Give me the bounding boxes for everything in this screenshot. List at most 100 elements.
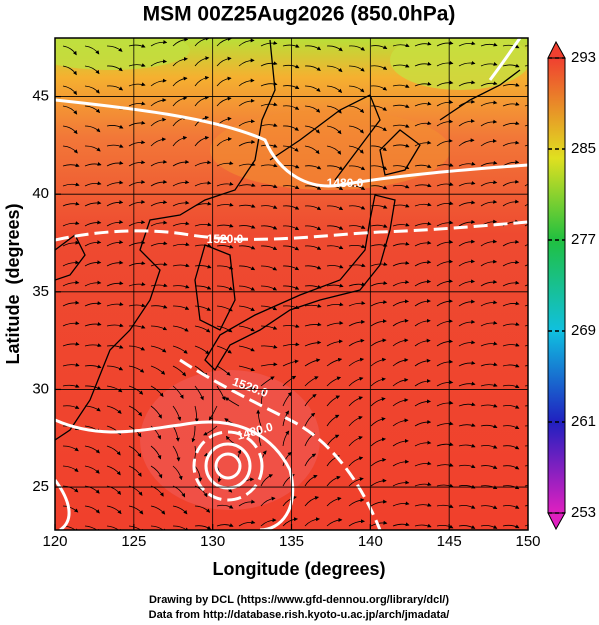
streamline <box>348 244 366 249</box>
streamline <box>106 385 123 393</box>
streamline <box>282 342 300 347</box>
streamline <box>304 85 321 92</box>
streamline <box>260 184 278 188</box>
streamline <box>348 519 365 527</box>
streamline <box>436 60 454 67</box>
streamline <box>370 45 388 50</box>
y-tick-label: 40 <box>32 185 49 202</box>
colorbar-tick-label: 293 <box>571 49 596 66</box>
streamline <box>194 56 210 67</box>
streamline <box>84 385 102 390</box>
streamline <box>458 319 476 327</box>
streamline <box>194 325 211 333</box>
coast-continent <box>55 39 276 441</box>
streamline <box>502 384 520 388</box>
streamline <box>392 378 409 387</box>
streamline <box>370 338 387 347</box>
streamline <box>502 465 520 470</box>
streamline <box>150 220 168 227</box>
streamline <box>524 405 528 407</box>
streamline <box>436 279 453 287</box>
streamline <box>150 485 164 497</box>
streamline <box>414 378 431 387</box>
streamline <box>326 339 343 347</box>
streamline <box>392 63 410 68</box>
streamline <box>370 457 387 467</box>
streamline <box>260 305 278 311</box>
streamline <box>392 418 409 427</box>
streamline <box>414 81 432 87</box>
streamline <box>502 485 520 490</box>
streamline <box>216 523 234 527</box>
streamline <box>502 322 520 327</box>
streamline <box>392 143 410 148</box>
streamline <box>502 425 520 430</box>
streamline <box>260 225 278 230</box>
streamline <box>150 405 162 419</box>
streamline <box>414 121 432 127</box>
streamline <box>304 474 318 487</box>
streamline <box>370 125 387 132</box>
streamline <box>524 524 528 527</box>
streamline <box>62 362 80 367</box>
streamline <box>436 80 454 87</box>
streamline <box>282 225 300 231</box>
streamline <box>238 78 255 87</box>
streamline <box>172 136 188 147</box>
streamline <box>524 244 528 247</box>
streamline <box>84 161 102 167</box>
streamline <box>414 440 432 447</box>
streamline <box>348 456 364 467</box>
streamline <box>216 56 232 67</box>
streamline <box>414 318 431 327</box>
streamline <box>524 324 528 327</box>
streamline <box>84 505 100 514</box>
streamline <box>502 363 520 368</box>
streamline <box>458 464 476 468</box>
streamline <box>436 421 454 427</box>
streamline <box>480 119 498 127</box>
streamline <box>282 43 300 48</box>
title: MSM 00Z25Aug2026 (850.0hPa) <box>143 3 456 26</box>
streamline <box>106 485 122 495</box>
streamline <box>392 358 409 367</box>
streamline <box>282 285 300 290</box>
streamline <box>524 345 528 347</box>
streamline <box>304 245 322 250</box>
streamline <box>106 144 124 148</box>
streamline <box>106 505 122 515</box>
streamline <box>191 425 196 443</box>
streamline <box>216 305 233 312</box>
streamline <box>370 281 388 287</box>
streamline <box>304 125 320 134</box>
streamline <box>172 242 190 247</box>
colorbar-axis: 253 261 269 277 285 293 <box>548 49 596 521</box>
streamline <box>128 282 146 287</box>
streamline <box>326 414 340 427</box>
streamline <box>84 105 101 114</box>
streamline <box>370 65 388 70</box>
streamline <box>524 104 528 107</box>
streamline <box>106 124 124 129</box>
streamline <box>106 302 124 307</box>
streamline <box>458 279 476 287</box>
footer-line: Data from http://database.rish.kyoto-u.a… <box>149 609 450 621</box>
streamline <box>458 219 476 227</box>
streamline <box>326 45 343 52</box>
streamline <box>62 465 79 472</box>
streamline <box>106 220 124 227</box>
map-area: 1480.0 1520.0 1520.0 1480.0 <box>55 38 528 530</box>
streamline <box>348 301 366 307</box>
streamline <box>62 105 78 115</box>
colorbar-tick-label: 277 <box>571 231 596 248</box>
streamline <box>260 344 278 349</box>
colorbar-lower-triangle <box>547 512 566 531</box>
streamline <box>370 417 386 427</box>
streamline <box>502 239 520 247</box>
streamline <box>282 125 299 131</box>
streamline <box>480 320 498 327</box>
streamline <box>150 241 168 247</box>
streamline <box>370 499 388 507</box>
streamline <box>480 403 498 408</box>
